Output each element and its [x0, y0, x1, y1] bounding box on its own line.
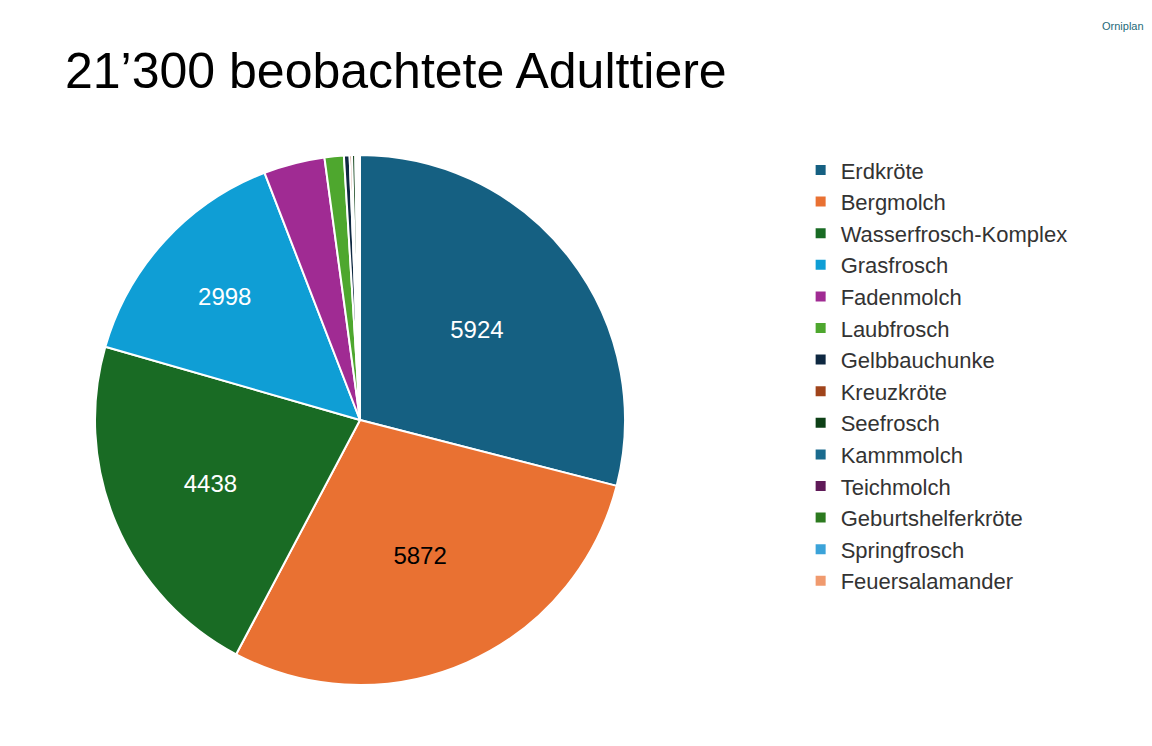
svg-text:Orniplan: Orniplan: [1102, 20, 1144, 32]
svg-text:Geburtshelferkröte: Geburtshelferkröte: [841, 506, 1023, 531]
svg-text:Fadenmolch: Fadenmolch: [841, 285, 962, 310]
svg-text:Kammmolch: Kammmolch: [841, 443, 963, 468]
svg-text:Erdkröte: Erdkröte: [841, 159, 924, 184]
svg-text:Seefrosch: Seefrosch: [841, 411, 940, 436]
svg-text:2998: 2998: [198, 283, 251, 310]
svg-text:Springfrosch: Springfrosch: [841, 538, 965, 563]
svg-text:Wasserfrosch-Komplex: Wasserfrosch-Komplex: [841, 222, 1068, 247]
svg-text:Teichmolch: Teichmolch: [841, 475, 951, 500]
svg-text:4438: 4438: [184, 470, 237, 497]
svg-text:21’300 beobachtete Adulttiere: 21’300 beobachtete Adulttiere: [65, 43, 727, 99]
svg-text:Feuersalamander: Feuersalamander: [841, 569, 1013, 594]
svg-text:Laubfrosch: Laubfrosch: [841, 317, 950, 342]
svg-text:Gelbbauchunke: Gelbbauchunke: [841, 348, 995, 373]
svg-text:5872: 5872: [393, 542, 446, 569]
svg-text:Kreuzkröte: Kreuzkröte: [841, 380, 947, 405]
svg-text:Bergmolch: Bergmolch: [841, 190, 946, 215]
svg-text:5924: 5924: [450, 316, 503, 343]
svg-text:Grasfrosch: Grasfrosch: [841, 253, 949, 278]
